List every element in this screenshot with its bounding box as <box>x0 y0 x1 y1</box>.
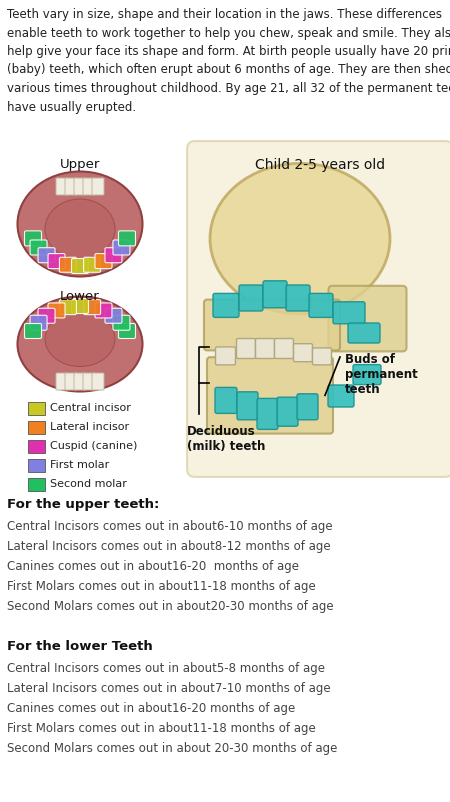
FancyBboxPatch shape <box>237 339 256 359</box>
FancyBboxPatch shape <box>59 258 76 273</box>
Text: Cuspid (canine): Cuspid (canine) <box>50 440 137 451</box>
Text: First Molars comes out in about11-18 months of age: First Molars comes out in about11-18 mon… <box>7 579 316 592</box>
FancyBboxPatch shape <box>92 374 104 391</box>
FancyBboxPatch shape <box>333 302 365 324</box>
Text: Lateral incisor: Lateral incisor <box>50 422 129 431</box>
Bar <box>28 422 45 435</box>
FancyBboxPatch shape <box>204 300 340 351</box>
FancyBboxPatch shape <box>256 339 274 359</box>
FancyBboxPatch shape <box>56 179 68 196</box>
FancyBboxPatch shape <box>237 392 258 420</box>
Ellipse shape <box>45 312 115 367</box>
FancyBboxPatch shape <box>215 388 237 414</box>
FancyBboxPatch shape <box>48 304 65 318</box>
Ellipse shape <box>210 164 390 314</box>
Text: First Molars comes out in about11-18 months of age: First Molars comes out in about11-18 mon… <box>7 721 316 734</box>
Text: Teeth vary in size, shape and their location in the jaws. These differences
enab: Teeth vary in size, shape and their loca… <box>7 8 450 113</box>
Text: Upper: Upper <box>60 158 100 171</box>
FancyBboxPatch shape <box>38 249 55 263</box>
Text: Lower: Lower <box>60 290 100 302</box>
FancyBboxPatch shape <box>83 374 95 391</box>
Bar <box>28 403 45 415</box>
FancyBboxPatch shape <box>293 344 312 363</box>
FancyBboxPatch shape <box>95 304 112 318</box>
FancyBboxPatch shape <box>113 241 130 256</box>
FancyBboxPatch shape <box>213 294 239 318</box>
Text: Central incisor: Central incisor <box>50 403 131 412</box>
FancyBboxPatch shape <box>92 179 104 196</box>
FancyBboxPatch shape <box>65 179 77 196</box>
Text: For the lower Teeth: For the lower Teeth <box>7 639 153 652</box>
FancyBboxPatch shape <box>105 309 122 324</box>
FancyBboxPatch shape <box>105 249 122 263</box>
FancyBboxPatch shape <box>328 386 354 407</box>
Text: Lateral Incisors comes out in about7-10 months of age: Lateral Incisors comes out in about7-10 … <box>7 681 331 695</box>
FancyBboxPatch shape <box>216 347 235 366</box>
Text: Second Molars comes out in about 20-30 months of age: Second Molars comes out in about 20-30 m… <box>7 741 338 754</box>
FancyBboxPatch shape <box>348 323 380 343</box>
Text: For the upper teeth:: For the upper teeth: <box>7 497 159 510</box>
FancyBboxPatch shape <box>263 282 287 309</box>
Ellipse shape <box>45 200 115 260</box>
Text: Lateral Incisors comes out in about8-12 months of age: Lateral Incisors comes out in about8-12 … <box>7 539 331 553</box>
FancyBboxPatch shape <box>113 316 130 331</box>
FancyBboxPatch shape <box>187 142 450 477</box>
FancyBboxPatch shape <box>30 241 47 256</box>
FancyBboxPatch shape <box>84 300 101 315</box>
Text: Canines comes out in about16-20 months of age: Canines comes out in about16-20 months o… <box>7 701 295 714</box>
Text: Central Incisors comes out in about6-10 months of age: Central Incisors comes out in about6-10 … <box>7 520 333 533</box>
Bar <box>28 479 45 492</box>
FancyBboxPatch shape <box>56 374 68 391</box>
Bar <box>28 440 45 453</box>
FancyBboxPatch shape <box>274 339 293 359</box>
FancyBboxPatch shape <box>297 395 318 420</box>
FancyBboxPatch shape <box>118 232 135 246</box>
Ellipse shape <box>18 172 143 277</box>
Text: Central Incisors comes out in about5-8 months of age: Central Incisors comes out in about5-8 m… <box>7 661 325 674</box>
Bar <box>28 460 45 472</box>
FancyBboxPatch shape <box>312 348 332 366</box>
FancyBboxPatch shape <box>84 258 101 273</box>
Text: Second Molars comes out in about20-30 months of age: Second Molars comes out in about20-30 mo… <box>7 599 333 612</box>
Text: Canines comes out in about16-20  months of age: Canines comes out in about16-20 months o… <box>7 559 299 573</box>
FancyBboxPatch shape <box>74 179 86 196</box>
FancyBboxPatch shape <box>24 324 41 339</box>
FancyBboxPatch shape <box>95 254 112 269</box>
FancyBboxPatch shape <box>83 179 95 196</box>
FancyBboxPatch shape <box>65 374 77 391</box>
FancyBboxPatch shape <box>309 294 333 318</box>
FancyBboxPatch shape <box>38 309 55 324</box>
FancyBboxPatch shape <box>286 286 310 312</box>
FancyBboxPatch shape <box>48 254 65 269</box>
FancyBboxPatch shape <box>257 399 278 430</box>
FancyBboxPatch shape <box>72 299 89 314</box>
FancyBboxPatch shape <box>328 286 406 352</box>
FancyBboxPatch shape <box>72 259 89 274</box>
FancyBboxPatch shape <box>277 398 298 427</box>
FancyBboxPatch shape <box>24 232 41 246</box>
FancyBboxPatch shape <box>30 316 47 331</box>
FancyBboxPatch shape <box>239 286 263 312</box>
Text: Child 2-5 years old: Child 2-5 years old <box>255 158 385 172</box>
Text: First molar: First molar <box>50 460 109 469</box>
FancyBboxPatch shape <box>353 365 381 385</box>
FancyBboxPatch shape <box>59 300 76 315</box>
FancyBboxPatch shape <box>207 358 333 434</box>
FancyBboxPatch shape <box>74 374 86 391</box>
Ellipse shape <box>18 297 143 392</box>
Text: Deciduous
(milk) teeth: Deciduous (milk) teeth <box>187 425 266 452</box>
Text: Second molar: Second molar <box>50 479 127 488</box>
Text: Buds of
permanent
teeth: Buds of permanent teeth <box>345 353 418 395</box>
FancyBboxPatch shape <box>118 324 135 339</box>
